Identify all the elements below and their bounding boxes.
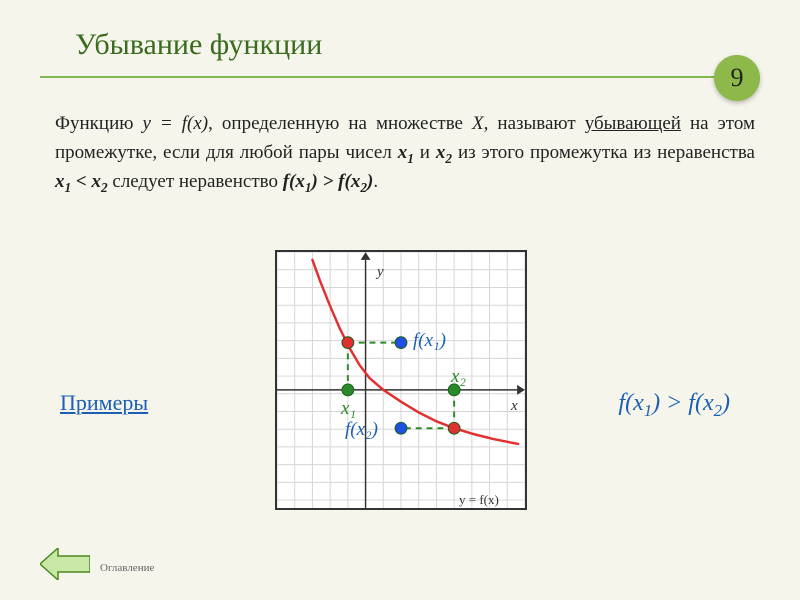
x2-label: x₂ (451, 366, 466, 388)
y-axis-label: y (377, 264, 384, 281)
fx2-label: f(x₂) (345, 419, 378, 441)
x1-label: x₁ (341, 398, 356, 420)
decreasing-function-graph (277, 252, 525, 508)
definition-text: Функцию y = f(x), определенную на множес… (55, 110, 755, 198)
x-axis-label: x (511, 398, 518, 415)
graph-container: f(x₁) f(x₂) x₁ x₂ y x y = f(x) (275, 250, 527, 510)
slide-number-badge: 9 (714, 55, 760, 101)
page-title: Убывание функции (75, 28, 322, 62)
fx1-label: f(x₁) (413, 330, 446, 352)
inequality-text: f(x1) > f(x2) (618, 390, 730, 421)
divider (40, 76, 760, 78)
examples-link[interactable]: Примеры (60, 390, 148, 416)
nav-label: Оглавление (100, 562, 154, 574)
graph-caption: y = f(x) (459, 492, 499, 508)
back-arrow-button[interactable] (40, 548, 90, 580)
